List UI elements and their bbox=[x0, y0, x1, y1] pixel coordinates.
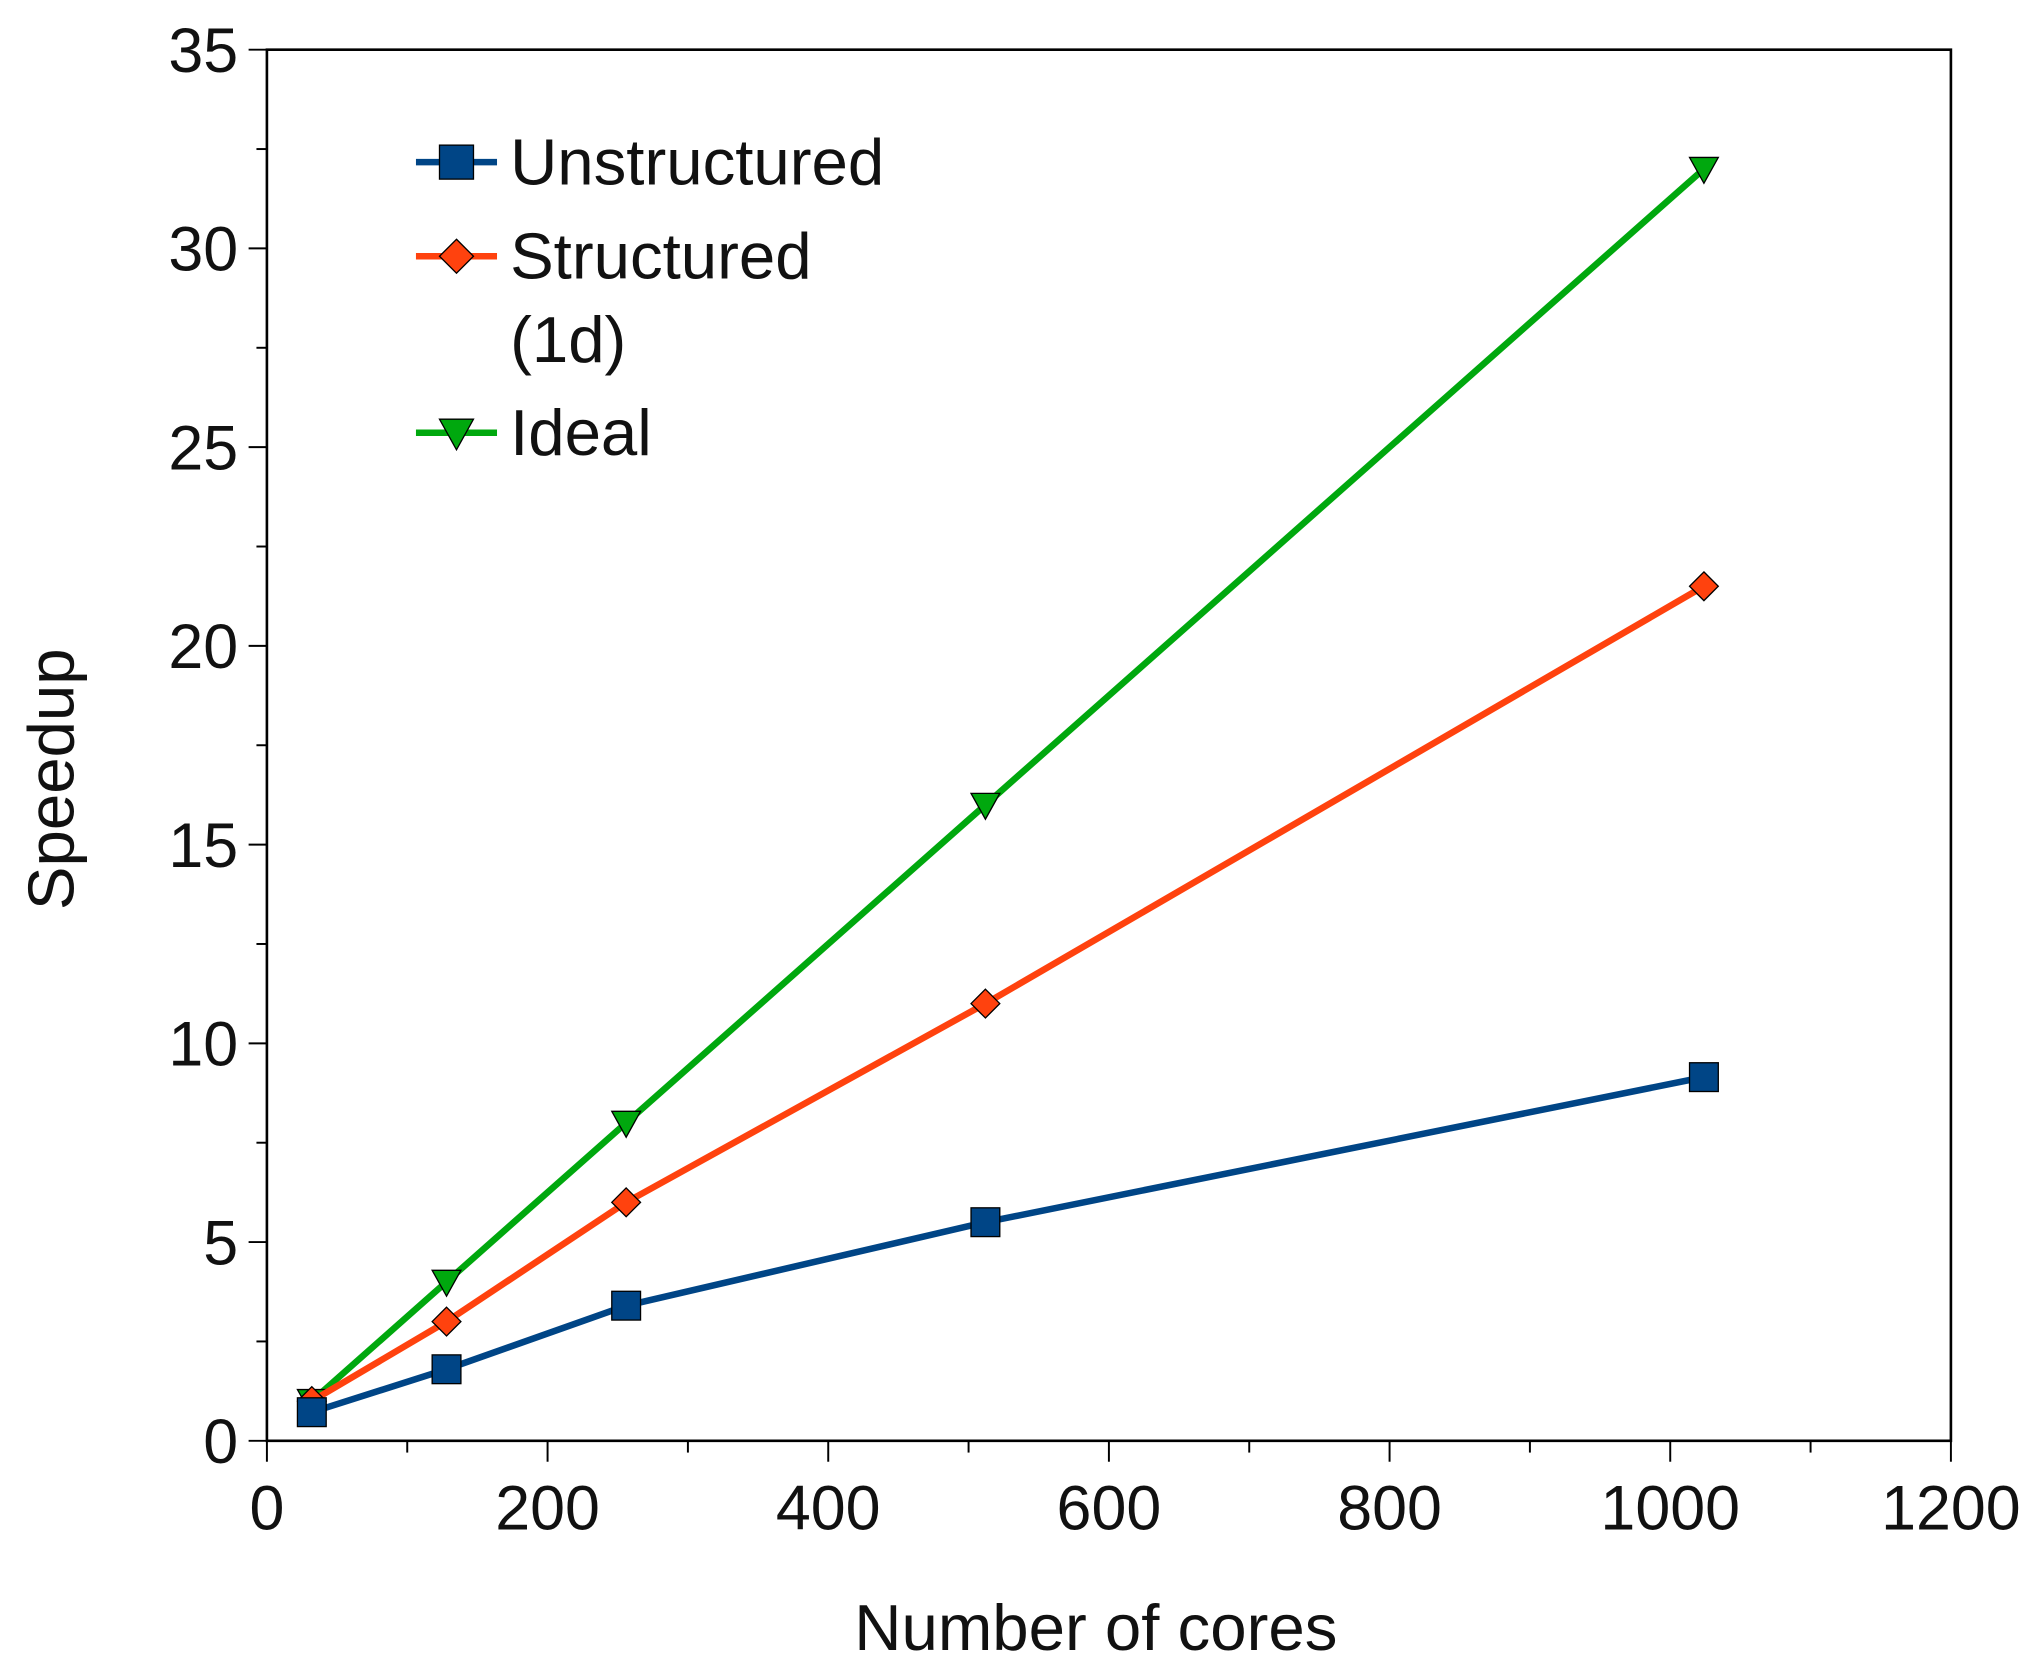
x-axis-label: Number of cores bbox=[854, 1591, 1337, 1664]
x-tick-label: 0 bbox=[249, 1474, 284, 1544]
legend-item: Ideal bbox=[415, 396, 652, 469]
y-tick-label: 0 bbox=[203, 1407, 238, 1477]
square-marker bbox=[970, 1207, 1001, 1238]
legend-label: Structured bbox=[510, 219, 812, 292]
y-axis-label: Speedup bbox=[14, 648, 87, 910]
square-marker bbox=[611, 1290, 642, 1321]
y-tick-label: 20 bbox=[168, 612, 238, 682]
square-marker bbox=[296, 1397, 327, 1428]
legend: Unstructured Structured (1d) Ideal bbox=[415, 125, 884, 469]
y-tick-label: 10 bbox=[168, 1010, 238, 1080]
y-tick-label: 15 bbox=[168, 811, 238, 881]
diamond-marker bbox=[970, 988, 1001, 1019]
series-line bbox=[310, 1073, 1705, 1416]
triangle-down-marker bbox=[1688, 156, 1720, 185]
y-tick-label: 25 bbox=[168, 413, 238, 483]
legend-label: Unstructured bbox=[510, 125, 884, 198]
diamond-marker bbox=[438, 238, 475, 275]
triangle-down-marker bbox=[610, 1110, 642, 1139]
series-group bbox=[296, 156, 1720, 1428]
diamond-marker bbox=[431, 1306, 462, 1337]
x-tick-label: 200 bbox=[495, 1474, 600, 1544]
diamond-marker bbox=[610, 1187, 642, 1218]
series-ideal bbox=[296, 156, 1720, 1417]
legend-label: (1d) bbox=[510, 303, 626, 376]
x-tick-label: 1200 bbox=[1881, 1474, 2021, 1544]
square-marker bbox=[1688, 1062, 1719, 1093]
series-unstructured bbox=[296, 1062, 1719, 1428]
series-structured-1d- bbox=[296, 570, 1720, 1417]
x-tick-label: 1000 bbox=[1600, 1474, 1740, 1544]
diamond-marker bbox=[1688, 570, 1720, 602]
x-tick-label: 800 bbox=[1337, 1474, 1442, 1544]
triangle-down-marker bbox=[969, 792, 1001, 821]
triangle-down-marker bbox=[438, 418, 475, 452]
axes: 0 200 400 600 800 1000 1200 0 5 10 15 20 25 30 35 bbox=[168, 16, 2020, 1544]
triangle-down-marker bbox=[431, 1269, 463, 1298]
square-marker bbox=[431, 1354, 462, 1385]
legend-label: Ideal bbox=[510, 396, 652, 469]
legend-item: Unstructured bbox=[415, 125, 884, 198]
legend-item: Structured (1d) bbox=[415, 219, 812, 376]
series-line bbox=[310, 583, 1706, 1404]
y-tick-label: 5 bbox=[203, 1208, 238, 1278]
x-tick-label: 400 bbox=[776, 1474, 881, 1544]
y-tick-label: 30 bbox=[168, 215, 238, 285]
x-tick-label: 600 bbox=[1057, 1474, 1162, 1544]
square-marker bbox=[438, 144, 475, 180]
y-tick-label: 35 bbox=[168, 16, 238, 86]
